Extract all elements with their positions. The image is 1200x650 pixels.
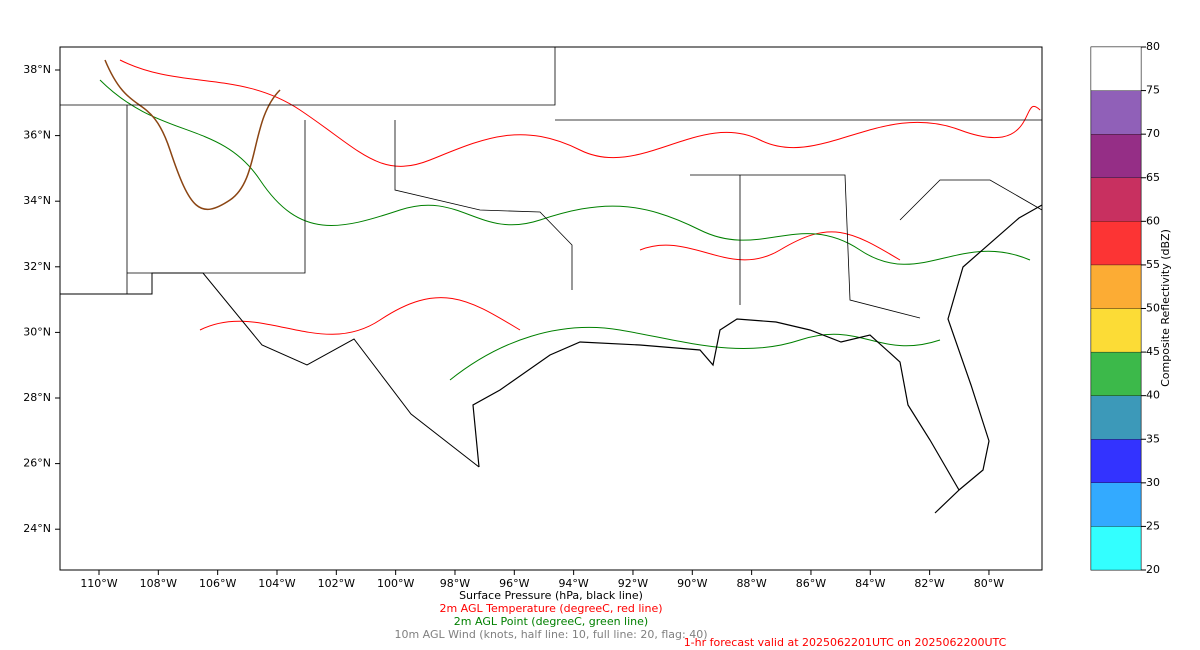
colorbar-segment (1090, 90, 1142, 135)
map-frame (59, 46, 1043, 571)
dewpoint-contour (449, 327, 941, 381)
colorbar-segment (1090, 308, 1142, 353)
lon-tick-label: 90°W (677, 577, 707, 590)
temperature-contour (199, 231, 901, 335)
lon-tick-label: 80°W (974, 577, 1004, 590)
caption: 2m AGL Temperature (degreeC, red line) (439, 602, 662, 615)
state-lines (60, 47, 1043, 319)
caption: 2m AGL Point (degreeC, green line) (454, 615, 648, 628)
colorbar-tick-label: 25 (1146, 519, 1160, 532)
map-decoration (60, 47, 1043, 514)
colorbar-segment (1090, 264, 1142, 309)
lat-tick-label: 38°N (23, 63, 51, 76)
temperature-contour (119, 59, 1041, 167)
lat-tick-label: 36°N (23, 129, 51, 142)
lon-tick-label: 108°W (140, 577, 177, 590)
border (60, 272, 480, 468)
lat-tick-label: 32°N (23, 260, 51, 273)
dewpoint-contour (99, 79, 1031, 265)
colorbar-segment (1090, 221, 1142, 266)
colorbar-tick-label: 20 (1146, 563, 1160, 576)
colorbar-tick-label: 70 (1146, 127, 1160, 140)
colorbar-tick-label: 75 (1146, 84, 1160, 97)
terrain-contours (104, 59, 281, 211)
colorbar-tick-label: 80 (1146, 40, 1160, 53)
colorbar-tick-label: 35 (1146, 432, 1160, 445)
lon-tick-label: 84°W (855, 577, 885, 590)
lon-tick-label: 104°W (258, 577, 295, 590)
colorbar-tick-label: 30 (1146, 476, 1160, 489)
colorbar-label: Composite Reflectivity (dBZ) (1159, 229, 1172, 387)
lon-tick-label: 100°W (377, 577, 414, 590)
colorbar-tick-label: 40 (1146, 389, 1160, 402)
colorbar-segment (1090, 351, 1142, 396)
colorbar-segment (1090, 46, 1142, 91)
lon-tick-label: 106°W (199, 577, 236, 590)
colorbar-segment (1090, 395, 1142, 440)
caption: Surface Pressure (hPa, black line) (459, 589, 643, 602)
lon-tick-label: 86°W (796, 577, 826, 590)
lon-tick-label: 102°W (318, 577, 355, 590)
lon-tick-label: 98°W (440, 577, 470, 590)
colorbar-tick-label: 65 (1146, 171, 1160, 184)
caption: 10m AGL Wind (knots, half line: 10, full… (394, 628, 707, 641)
colorbar-tick-label: 45 (1146, 345, 1160, 358)
lat-tick-label: 26°N (23, 457, 51, 470)
lon-tick-label: 92°W (618, 577, 648, 590)
lat-tick-label: 30°N (23, 325, 51, 338)
colorbar-tick-label: 60 (1146, 214, 1160, 227)
lon-tick-label: 88°W (736, 577, 766, 590)
colorbar-segment (1090, 482, 1142, 527)
colorbar-segment (1090, 134, 1142, 178)
colorbar-tick-label: 55 (1146, 258, 1160, 271)
colorbar-segment (1090, 526, 1142, 571)
lon-tick-label: 96°W (499, 577, 529, 590)
lat-tick-label: 24°N (23, 522, 51, 535)
colorbar-segment (1090, 439, 1142, 483)
lat-tick-label: 28°N (23, 391, 51, 404)
lon-tick-label: 110°W (80, 577, 117, 590)
lon-tick-label: 82°W (914, 577, 944, 590)
colorbar-segment (1090, 177, 1142, 222)
lat-tick-label: 34°N (23, 194, 51, 207)
valid-time: 1-hr forecast valid at 2025062201UTC on … (684, 636, 1007, 649)
lon-tick-label: 94°W (558, 577, 588, 590)
colorbar-tick-label: 50 (1146, 302, 1160, 315)
coastline (472, 204, 1043, 514)
